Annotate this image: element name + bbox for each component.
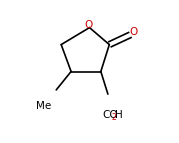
Text: CO: CO (102, 110, 118, 120)
Text: 2: 2 (112, 113, 117, 122)
Text: Me: Me (36, 101, 51, 111)
Text: O: O (84, 20, 93, 30)
Text: H: H (115, 110, 123, 120)
Text: O: O (129, 27, 137, 37)
